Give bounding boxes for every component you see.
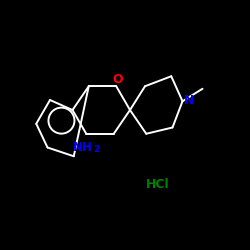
Text: O: O — [112, 73, 123, 86]
Text: NH: NH — [73, 141, 93, 154]
Text: HCl: HCl — [146, 178, 169, 192]
Text: 2: 2 — [94, 145, 100, 154]
Text: N: N — [184, 94, 195, 106]
